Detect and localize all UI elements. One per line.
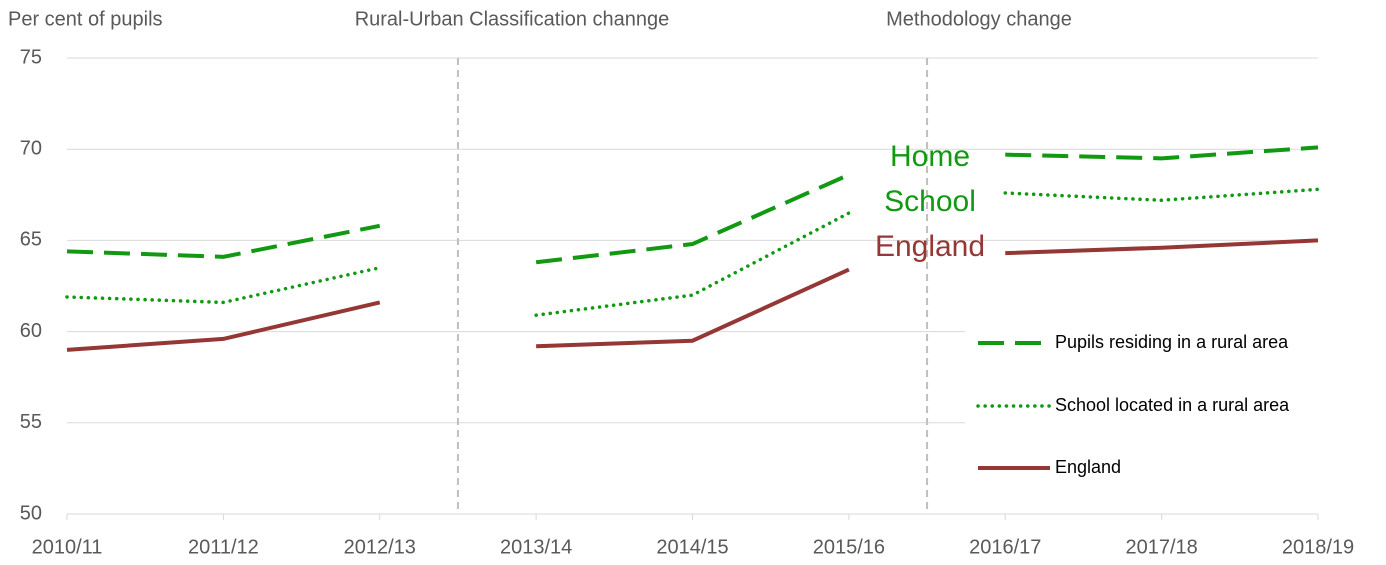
x-tick-label: 2011/12 (188, 536, 259, 558)
x-tick-label: 2012/13 (344, 536, 416, 558)
line-annotation: Home (890, 140, 970, 173)
y-tick-label: 55 (20, 411, 42, 433)
break-label: Rural-Urban Classification channge (355, 8, 670, 30)
legend-label: Pupils residing in a rural area (1055, 332, 1289, 352)
series-line (535, 172, 850, 265)
y-tick-label: 70 (20, 137, 42, 159)
y-axis-title: Per cent of pupils (8, 8, 163, 30)
x-tick-label: 2014/15 (656, 536, 728, 558)
x-tick-label: 2017/18 (1125, 536, 1197, 558)
series-line (1005, 145, 1319, 161)
y-tick-label: 60 (20, 320, 42, 342)
legend-label: England (1055, 457, 1121, 477)
x-tick-label: 2013/14 (500, 536, 572, 558)
line-annotation: School (884, 185, 976, 218)
y-tick-label: 65 (20, 229, 42, 251)
x-tick-label: 2015/16 (813, 536, 885, 558)
break-label: Methodology change (886, 8, 1072, 30)
series-line (1005, 238, 1319, 256)
line-annotation: England (875, 230, 985, 263)
series-line (536, 267, 850, 349)
series-line (66, 300, 381, 352)
legend-label: School located in a rural area (1055, 395, 1290, 415)
y-tick-label: 75 (20, 46, 42, 68)
series-line (534, 211, 851, 317)
series-line (66, 223, 381, 259)
x-tick-label: 2010/11 (32, 536, 103, 558)
series-line (1003, 187, 1320, 203)
y-tick-label: 50 (20, 502, 42, 524)
x-tick-label: 2016/17 (969, 536, 1041, 558)
x-tick-label: 2018/19 (1282, 536, 1354, 558)
series-line (65, 266, 382, 305)
